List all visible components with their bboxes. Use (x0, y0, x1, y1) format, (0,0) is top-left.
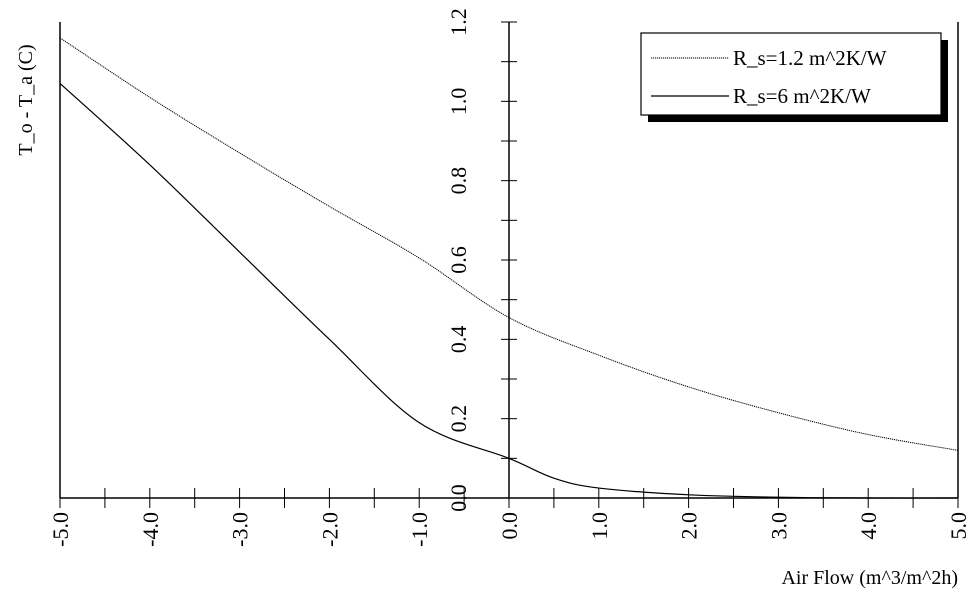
series-line-2 (59, 83, 959, 499)
series-layer (59, 37, 959, 499)
x-axis: -5.0 -4.0 -3.0 -2.0 -1.0 0.0 1.0 2.0 3.0 4.0 5.0 (48, 488, 971, 547)
x-tick-label: -4.0 (138, 512, 163, 547)
legend-label: R_s=6 m^2K/W (733, 84, 871, 108)
y-tick-label: 0.0 (446, 484, 471, 512)
x-tick-label: -1.0 (407, 512, 432, 547)
y-tick-label: 1.0 (446, 88, 471, 116)
y-tick-label: 0.2 (446, 405, 471, 433)
x-tick-label: -5.0 (48, 512, 73, 547)
y-tick-label: 0.6 (446, 246, 471, 274)
x-tick-label: 0.0 (497, 512, 522, 540)
x-tick-label: -2.0 (317, 512, 342, 547)
x-tick-label: 4.0 (856, 512, 881, 540)
x-tick-label: -3.0 (228, 512, 253, 547)
y-tick-label: 1.2 (446, 8, 471, 36)
y-axis: 0.0 0.2 0.4 0.6 0.8 1.0 1.2 (446, 8, 517, 512)
series-line-1 (59, 37, 959, 451)
x-tick-label: 3.0 (766, 512, 791, 540)
y-axis-label: T_o - T_a (C) (15, 44, 37, 155)
x-tick-label: 2.0 (677, 512, 702, 540)
legend-label: R_s=1.2 m^2K/W (733, 46, 887, 70)
x-tick-label: 5.0 (946, 512, 971, 540)
x-axis-label: Air Flow (m^3/m^2h) (781, 567, 958, 589)
legend-box (640, 32, 942, 116)
y-tick-label: 0.8 (446, 167, 471, 195)
y-tick-label: 0.4 (446, 326, 471, 354)
x-tick-label: 1.0 (587, 512, 612, 540)
legend: R_s=1.2 m^2K/W R_s=6 m^2K/W (640, 32, 948, 122)
